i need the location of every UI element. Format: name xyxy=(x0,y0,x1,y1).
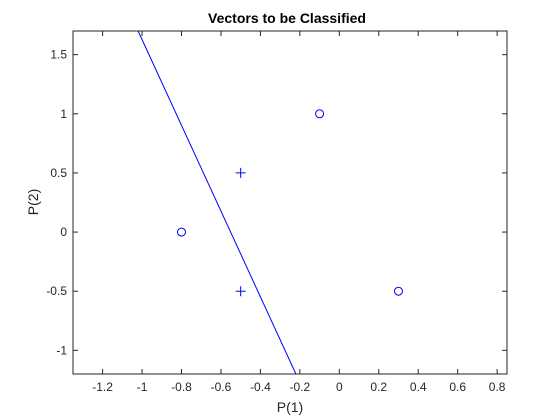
decision-boundary-line xyxy=(137,30,297,375)
circle-point xyxy=(394,286,403,296)
x-tick-label: -0.4 xyxy=(250,380,271,394)
circle-point xyxy=(315,109,325,119)
data-layer xyxy=(137,30,403,375)
x-tick-label: -0.8 xyxy=(171,380,192,394)
y-tick-label: 0 xyxy=(60,225,67,239)
y-tick-label: 0.5 xyxy=(50,166,67,180)
plot-area xyxy=(73,31,507,374)
x-tick-label: 0.2 xyxy=(370,380,387,394)
x-tick-label: 0.6 xyxy=(449,380,466,394)
x-tick-label: -0.6 xyxy=(211,380,232,394)
y-tick-label: 1.5 xyxy=(50,48,67,62)
x-tick-label: 0.8 xyxy=(489,380,506,394)
circle-point xyxy=(177,227,186,237)
y-axis-label: P(2) xyxy=(25,189,41,215)
x-tick-label: 0.4 xyxy=(410,380,427,394)
axes-box xyxy=(72,30,508,375)
x-axis-label: P(1) xyxy=(277,399,303,415)
x-tick-label: -0.2 xyxy=(290,380,311,394)
y-tick-label: 1 xyxy=(60,107,67,121)
chart-title: Vectors to be Classified xyxy=(208,10,366,26)
axes: -1.2 -1 -0.8 -0.6 -0.4 -0.2 0 0.2 0.4 0.6 0.8 -1 -0.… xyxy=(46,31,507,394)
x-tick-label: 0 xyxy=(336,380,343,394)
plus-point xyxy=(235,167,246,178)
x-tick-label: -1 xyxy=(137,380,148,394)
plus-point xyxy=(235,286,246,297)
y-tick-label: -1 xyxy=(56,343,67,357)
y-tick-label: -0.5 xyxy=(46,284,67,298)
x-tick-label: -1.2 xyxy=(92,380,113,394)
